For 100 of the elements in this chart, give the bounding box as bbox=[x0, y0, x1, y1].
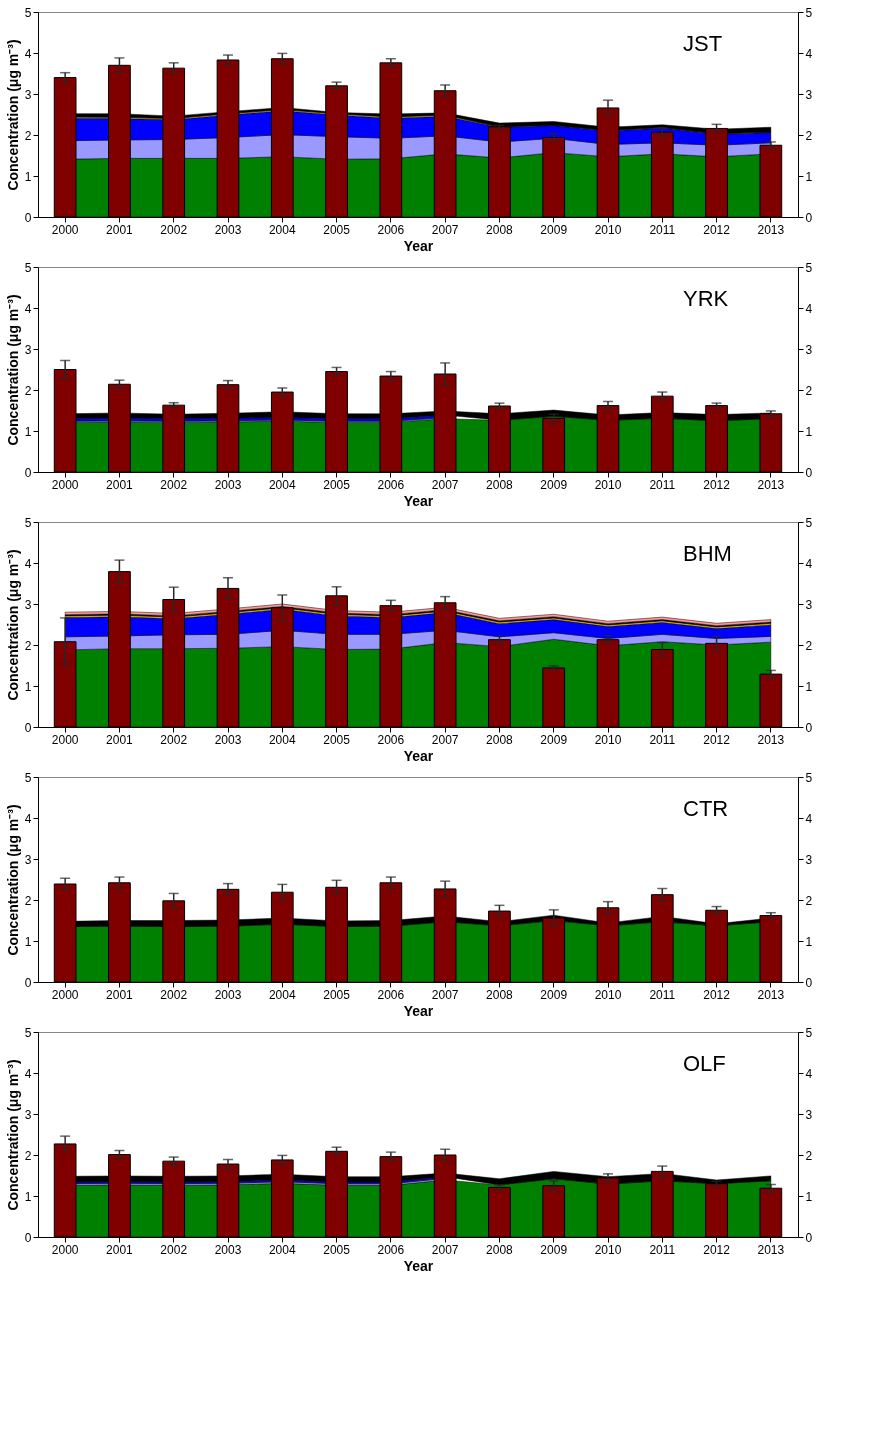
x-tick-label: 2003 bbox=[214, 987, 242, 1002]
x-tick-label: 2009 bbox=[540, 477, 568, 492]
y-tick-label: 5 bbox=[24, 1025, 32, 1040]
x-tick-label: 2000 bbox=[51, 1242, 79, 1257]
x-tick-label: 2013 bbox=[757, 987, 785, 1002]
y-tick-label: 3 bbox=[24, 87, 32, 102]
y-tick-label: 0 bbox=[24, 465, 32, 480]
x-tick-label: 2006 bbox=[377, 222, 405, 237]
x-tick-label: 2005 bbox=[323, 987, 351, 1002]
y2-tick-label: 3 bbox=[805, 87, 813, 102]
annotation: YRK bbox=[683, 286, 729, 311]
x-tick-label: 2007 bbox=[431, 1242, 459, 1257]
x-tick-label: 2006 bbox=[377, 987, 405, 1002]
x-tick-label: 2001 bbox=[106, 222, 134, 237]
y2-tick-label: 4 bbox=[805, 46, 813, 61]
y2-tick-label: 1 bbox=[805, 679, 813, 694]
annotation: CTR bbox=[683, 796, 729, 821]
x-tick-label: 2012 bbox=[703, 222, 731, 237]
x-tick-label: 2011 bbox=[649, 222, 676, 237]
y2-tick-label: 0 bbox=[805, 465, 813, 480]
y-tick-label: 1 bbox=[24, 679, 32, 694]
x-tick-label: 2001 bbox=[106, 1242, 134, 1257]
x-tick-label: 2007 bbox=[431, 987, 459, 1002]
y2-tick-label: 3 bbox=[805, 342, 813, 357]
y-tick-label: 5 bbox=[24, 770, 32, 785]
y-tick-label: 0 bbox=[24, 210, 32, 225]
y-tick-label: 0 bbox=[24, 1230, 32, 1245]
y-tick-label: 3 bbox=[24, 342, 32, 357]
y2-tick-label: 2 bbox=[805, 1148, 813, 1163]
x-tick-label: 2000 bbox=[51, 222, 79, 237]
x-tick-label: 2006 bbox=[377, 477, 405, 492]
y-tick-label: 1 bbox=[24, 934, 32, 949]
x-tick-label: 2011 bbox=[649, 477, 676, 492]
y2-tick-label: 2 bbox=[805, 893, 813, 908]
y-tick-label: 4 bbox=[24, 811, 32, 826]
x-tick-label: 2009 bbox=[540, 987, 568, 1002]
y-tick-label: 2 bbox=[24, 1148, 32, 1163]
y-tick-label: 5 bbox=[24, 260, 32, 275]
x-tick-label: 2008 bbox=[486, 477, 514, 492]
x-tick-label: 2012 bbox=[703, 1242, 731, 1257]
x-tick-label: 2000 bbox=[51, 732, 79, 747]
x-tick-label: 2003 bbox=[214, 222, 242, 237]
y-axis-title: Concentration (μg m⁻³) bbox=[4, 1059, 21, 1211]
x-tick-label: 2012 bbox=[703, 987, 731, 1002]
y2-tick-label: 2 bbox=[805, 383, 813, 398]
x-tick-label: 2011 bbox=[649, 732, 676, 747]
y-tick-label: 0 bbox=[24, 975, 32, 990]
x-tick-label: 2010 bbox=[594, 222, 622, 237]
x-tick-label: 2008 bbox=[486, 1242, 514, 1257]
x-tick-label: 2009 bbox=[540, 732, 568, 747]
y-tick-label: 5 bbox=[24, 515, 32, 530]
y-tick-label: 2 bbox=[24, 638, 32, 653]
y-tick-label: 3 bbox=[24, 597, 32, 612]
x-axis-title: Year bbox=[403, 1257, 434, 1274]
y2-tick-label: 5 bbox=[805, 5, 813, 20]
y-tick-label: 2 bbox=[24, 383, 32, 398]
x-tick-label: 2009 bbox=[540, 1242, 568, 1257]
x-tick-label: 2008 bbox=[486, 222, 514, 237]
x-tick-label: 2013 bbox=[757, 477, 785, 492]
y2-tick-label: 1 bbox=[805, 1189, 813, 1204]
x-tick-label: 2011 bbox=[649, 1242, 676, 1257]
y-axis-title: Concentration (μg m⁻³) bbox=[4, 804, 21, 956]
y2-tick-label: 4 bbox=[805, 556, 813, 571]
x-tick-label: 2005 bbox=[323, 732, 351, 747]
y2-tick-label: 4 bbox=[805, 811, 813, 826]
y-tick-label: 4 bbox=[24, 301, 32, 316]
x-tick-label: 2004 bbox=[268, 477, 296, 492]
x-axis-title: Year bbox=[403, 237, 434, 254]
annotation: OLF bbox=[683, 1051, 726, 1076]
x-tick-label: 2002 bbox=[160, 222, 188, 237]
x-tick-label: 2006 bbox=[377, 732, 405, 747]
x-tick-label: 2002 bbox=[160, 987, 188, 1002]
x-tick-label: 2005 bbox=[323, 477, 351, 492]
x-tick-label: 2007 bbox=[431, 222, 459, 237]
x-tick-label: 2002 bbox=[160, 1242, 188, 1257]
y2-tick-label: 0 bbox=[805, 1230, 813, 1245]
x-tick-label: 2012 bbox=[703, 477, 731, 492]
x-tick-label: 2010 bbox=[594, 987, 622, 1002]
y2-tick-label: 1 bbox=[805, 424, 813, 439]
x-tick-label: 2001 bbox=[106, 987, 134, 1002]
x-tick-label: 2013 bbox=[757, 732, 785, 747]
x-axis-title: Year bbox=[403, 1002, 434, 1019]
x-tick-label: 2001 bbox=[106, 477, 134, 492]
x-tick-label: 2004 bbox=[268, 1242, 296, 1257]
annotation: JST bbox=[683, 31, 723, 56]
annotation: BHM bbox=[683, 541, 732, 566]
y2-tick-label: 3 bbox=[805, 852, 813, 867]
y2-tick-label: 2 bbox=[805, 638, 813, 653]
y2-tick-label: 3 bbox=[805, 1107, 813, 1122]
x-tick-label: 2000 bbox=[51, 987, 79, 1002]
x-tick-label: 2010 bbox=[594, 477, 622, 492]
x-tick-label: 2008 bbox=[486, 987, 514, 1002]
x-tick-label: 2007 bbox=[431, 477, 459, 492]
x-tick-label: 2004 bbox=[268, 732, 296, 747]
x-tick-label: 2011 bbox=[649, 987, 676, 1002]
x-tick-label: 2009 bbox=[540, 222, 568, 237]
x-tick-label: 2003 bbox=[214, 1242, 242, 1257]
x-tick-label: 2006 bbox=[377, 1242, 405, 1257]
x-tick-label: 2003 bbox=[214, 477, 242, 492]
y2-tick-label: 2 bbox=[805, 128, 813, 143]
